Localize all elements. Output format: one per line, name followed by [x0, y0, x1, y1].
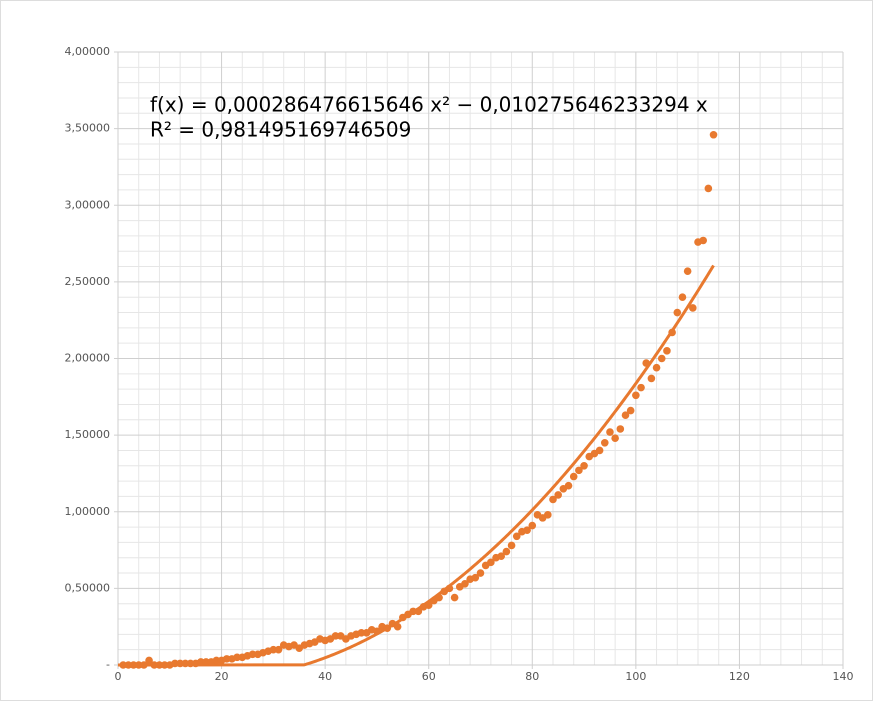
point [709, 130, 718, 139]
point [424, 601, 433, 610]
point [383, 624, 392, 633]
point [512, 532, 521, 541]
y-tick-label: - [106, 658, 110, 671]
point [569, 472, 578, 481]
trendline-equation: f(x) = 0,000286476615646 x² − 0,01027564… [150, 93, 708, 117]
point [668, 328, 676, 337]
point [145, 656, 153, 665]
point [497, 552, 506, 560]
x-tick-label: 120 [729, 670, 750, 683]
point [461, 579, 469, 588]
point [487, 558, 495, 567]
point [445, 584, 454, 593]
point [471, 573, 480, 582]
x-tick-label: 80 [525, 670, 539, 683]
point [502, 547, 511, 556]
y-tick-label: 4,00000 [65, 45, 111, 58]
point [554, 491, 562, 499]
marks [117, 130, 718, 669]
point [637, 383, 645, 392]
point [673, 308, 682, 317]
point [683, 267, 692, 275]
point [657, 354, 666, 363]
y-tick-label: 0,50000 [65, 581, 111, 594]
point [528, 521, 537, 530]
point [663, 347, 671, 355]
point [373, 627, 381, 636]
point [140, 661, 148, 669]
y-tick-label: 2,50000 [65, 275, 111, 288]
point [647, 374, 656, 383]
point [507, 541, 516, 550]
point [575, 466, 583, 475]
point [544, 511, 552, 519]
point [549, 495, 557, 504]
point [274, 645, 283, 654]
x-tick-label: 60 [422, 670, 436, 683]
x-tick-label: 40 [318, 670, 332, 683]
y-tick-label: 2,00000 [65, 352, 111, 365]
point [600, 438, 609, 447]
point [652, 363, 661, 372]
x-tick-label: 0 [115, 670, 122, 683]
point [678, 293, 687, 302]
x-tick-label: 20 [215, 670, 229, 683]
y-tick-label: 1,50000 [65, 428, 111, 441]
point [476, 569, 485, 577]
point [435, 593, 443, 602]
grid: - 0,50000 1,00000 1,50000 2,00000 2,50000 3,00… [65, 45, 854, 683]
point [632, 391, 640, 400]
y-tick-label: 3,00000 [65, 198, 111, 211]
point [689, 304, 697, 312]
point [621, 411, 630, 420]
point [611, 434, 619, 442]
point [626, 406, 635, 415]
point [606, 428, 614, 436]
point [564, 481, 573, 490]
y-tick-label: 3,50000 [65, 122, 111, 135]
point [414, 607, 423, 616]
x-tick-label: 100 [625, 670, 646, 683]
point [450, 593, 459, 602]
point [580, 461, 588, 470]
point [523, 526, 531, 534]
point [642, 359, 651, 367]
y-tick-label: 1,00000 [65, 505, 111, 518]
point [616, 425, 625, 433]
x-tick-label: 140 [833, 670, 854, 683]
trendline-r2: R² = 0,981495169746509 [150, 118, 411, 142]
trendline [117, 264, 715, 667]
point [699, 236, 707, 245]
point [393, 622, 402, 631]
point [704, 184, 713, 193]
point [595, 446, 604, 455]
